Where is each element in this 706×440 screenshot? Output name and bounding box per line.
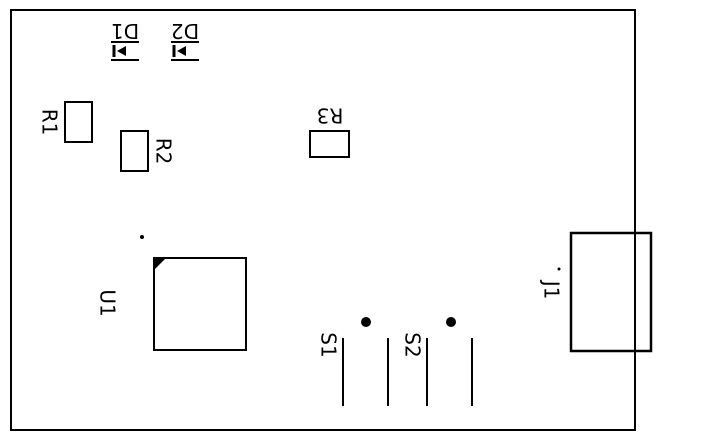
r1-label: R1 [38, 109, 62, 136]
switch-s2: S2 [401, 317, 473, 406]
d2-label: D2 [171, 19, 199, 43]
resistor-r2: R2 [120, 130, 176, 172]
j1-pin1-dot [557, 267, 561, 271]
s1-dot [361, 317, 371, 327]
diode-d2: D2 [171, 19, 199, 61]
s1-label: S1 [317, 332, 341, 357]
u1-label: U1 [96, 289, 120, 316]
r3-body [309, 130, 350, 158]
s2-label: S2 [401, 332, 425, 357]
resistor-r1: R1 [38, 101, 93, 143]
connector-j1: J1 [540, 231, 653, 353]
r3-label: R3 [317, 104, 344, 128]
d1-arrow-icon [117, 46, 126, 56]
r2-body [120, 130, 149, 172]
u1-pin1-dot [140, 235, 144, 239]
s2-dot [446, 317, 456, 327]
j1-label: J1 [540, 279, 564, 300]
diode-d1: D1 [111, 19, 139, 61]
d2-arrow-icon [177, 46, 186, 56]
board-outline [10, 9, 636, 431]
resistor-r3: R3 [309, 104, 350, 158]
ic-u1: U1 [96, 235, 247, 351]
r2-label: R2 [152, 138, 176, 165]
u1-pin1-corner [154, 258, 166, 270]
j1-body [569, 231, 653, 353]
r1-body [64, 101, 93, 143]
d1-label: D1 [111, 19, 139, 43]
switch-s1: S1 [317, 317, 389, 406]
u1-body [153, 257, 247, 351]
